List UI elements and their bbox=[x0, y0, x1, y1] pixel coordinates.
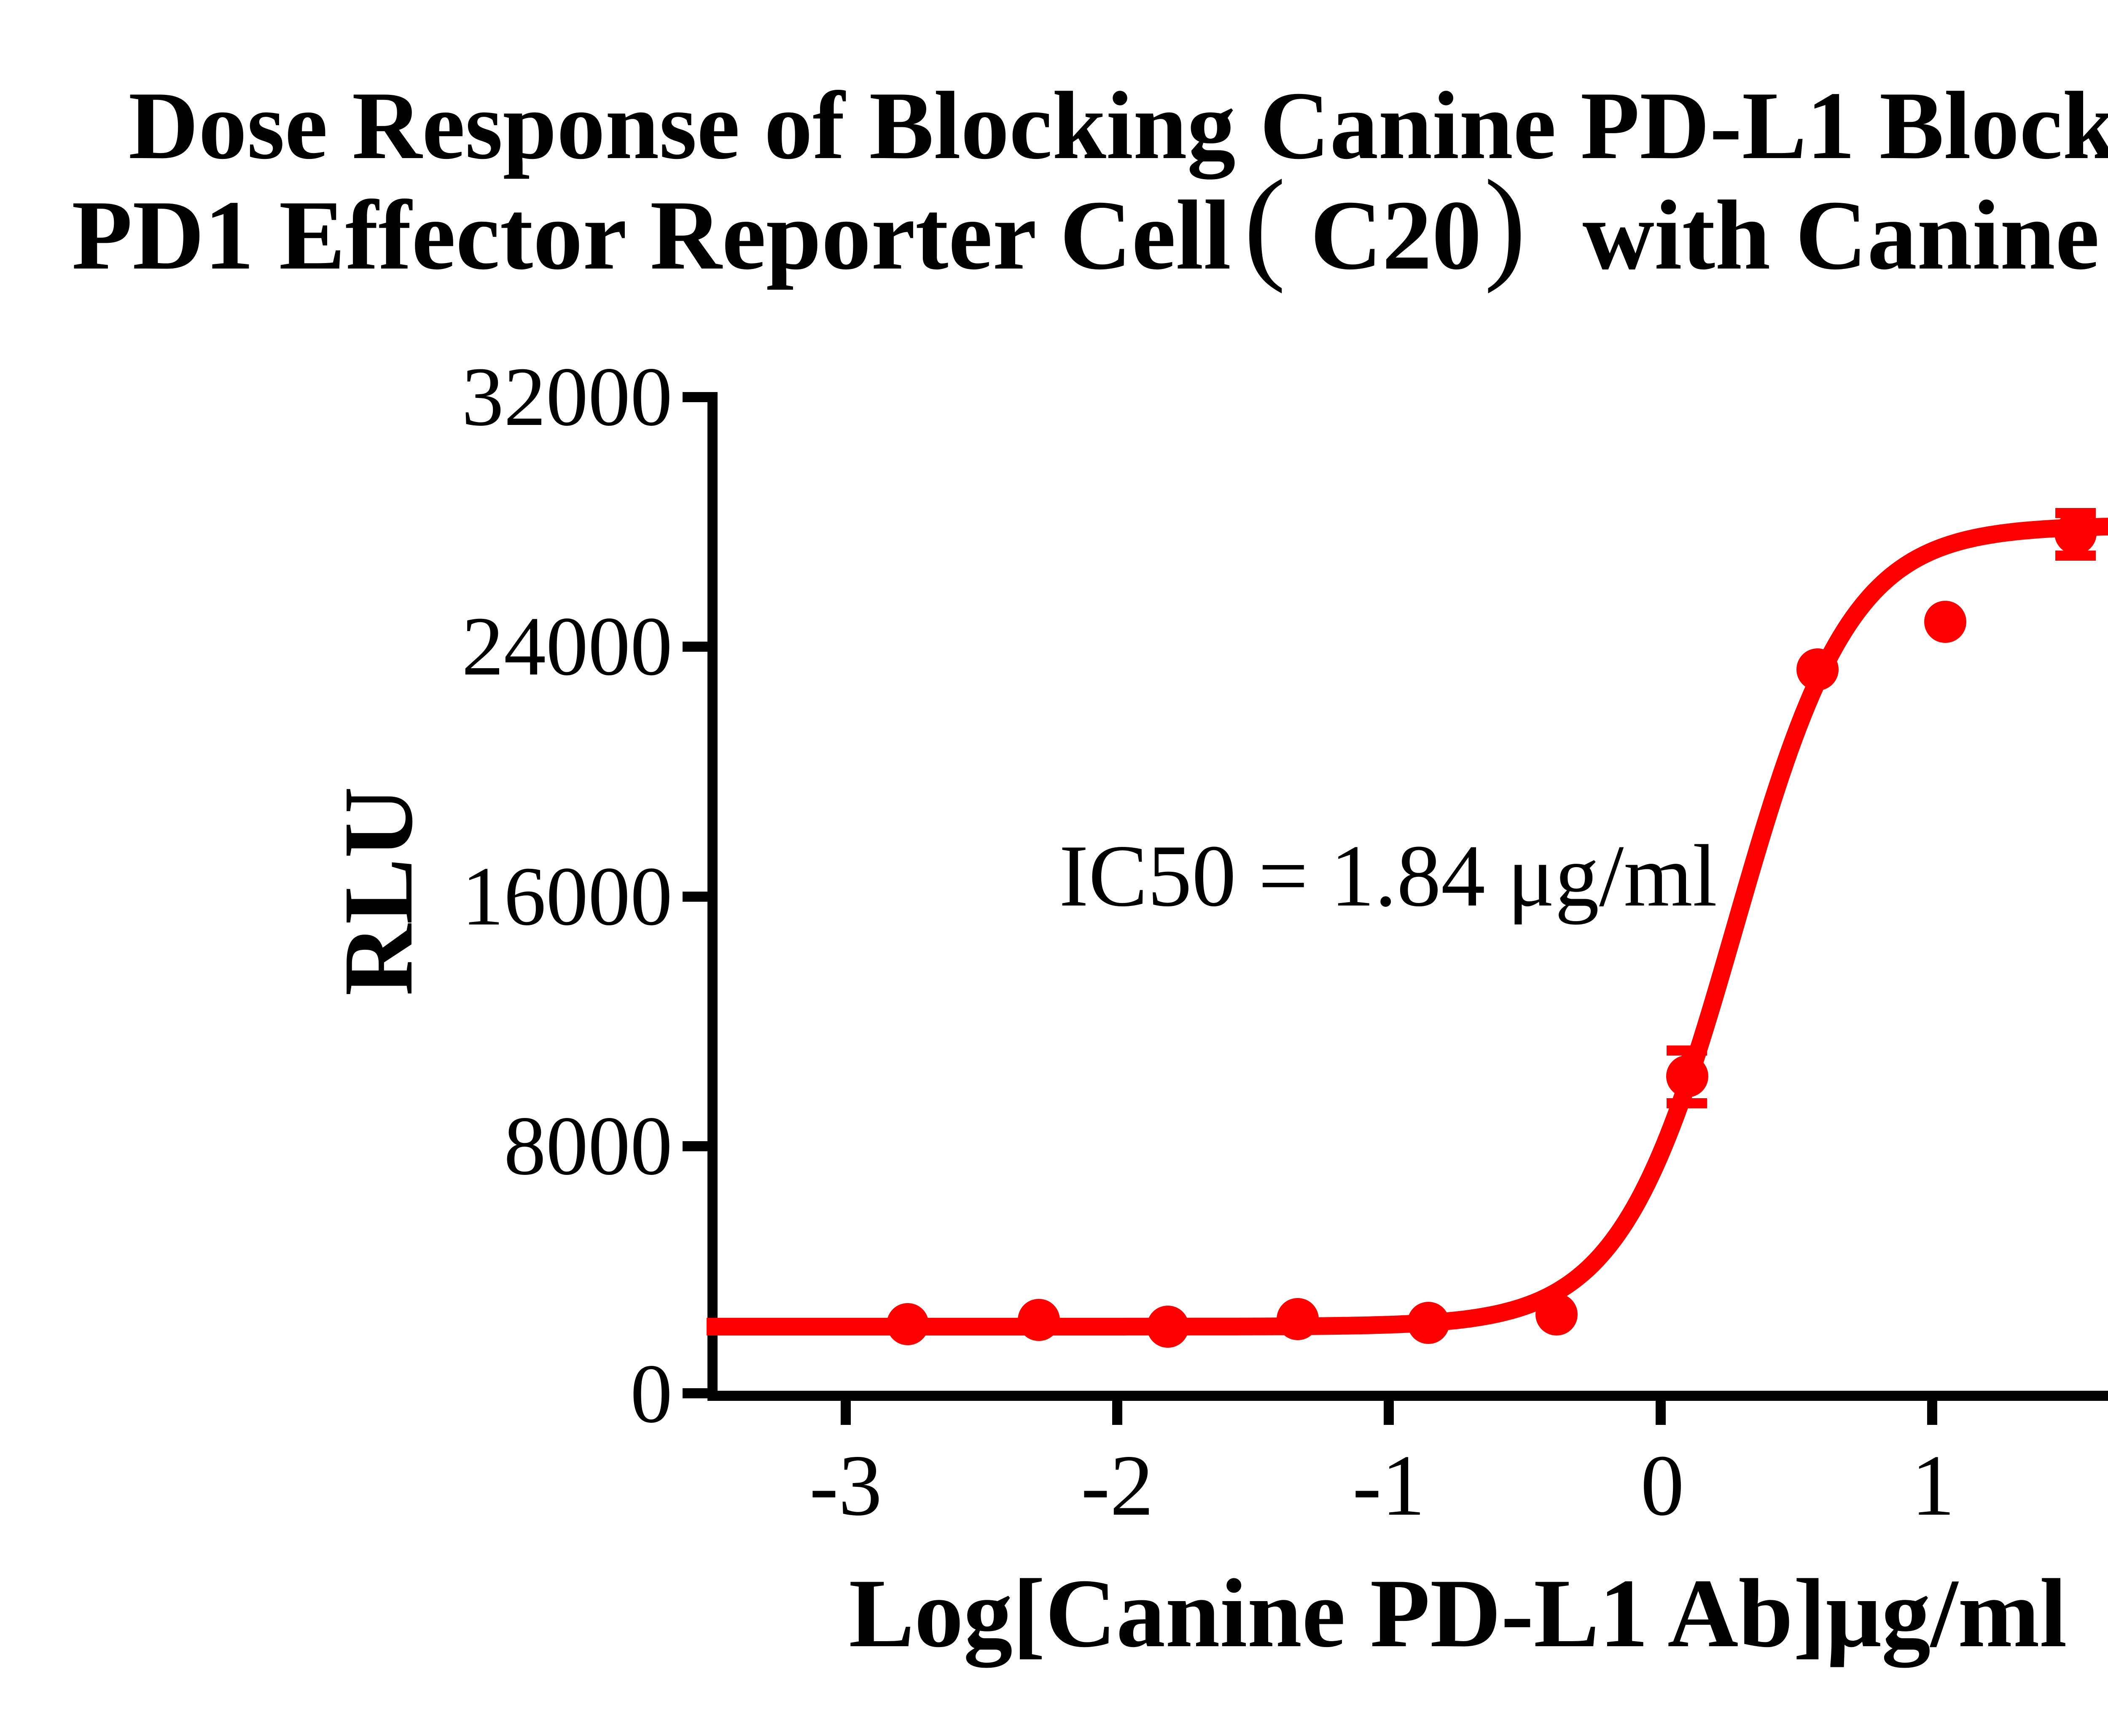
svg-text:-2: -2 bbox=[1081, 1437, 1153, 1534]
svg-text:16000: 16000 bbox=[462, 850, 672, 943]
svg-text:with Canine PDL1 aAPC Cell: with Canine PDL1 aAPC Cell bbox=[1583, 180, 2108, 290]
svg-text:32000: 32000 bbox=[462, 350, 672, 443]
svg-text:0: 0 bbox=[630, 1347, 672, 1440]
svg-text:1: 1 bbox=[1911, 1437, 1955, 1534]
svg-text:PD1 Effector Reporter Cell: PD1 Effector Reporter Cell bbox=[72, 180, 1231, 290]
svg-text:-3: -3 bbox=[809, 1437, 882, 1534]
svg-text:): ) bbox=[1484, 154, 1526, 294]
svg-text:0: 0 bbox=[1640, 1437, 1684, 1534]
svg-text:-1: -1 bbox=[1352, 1437, 1425, 1534]
svg-text:RLU: RLU bbox=[323, 787, 433, 996]
svg-text:IC50 = 1.84 μg/ml: IC50 = 1.84 μg/ml bbox=[1059, 827, 1717, 925]
svg-text:C20: C20 bbox=[1310, 180, 1482, 290]
svg-text:Dose Response of Blocking Cani: Dose Response of Blocking Canine PD-L1 B… bbox=[129, 72, 2108, 180]
svg-text:8000: 8000 bbox=[504, 1099, 672, 1193]
svg-text:Log[Canine PD-L1 Ab]μg/ml: Log[Canine PD-L1 Ab]μg/ml bbox=[849, 1559, 2067, 1668]
svg-text:24000: 24000 bbox=[462, 600, 672, 693]
svg-text:(: ( bbox=[1244, 154, 1286, 294]
